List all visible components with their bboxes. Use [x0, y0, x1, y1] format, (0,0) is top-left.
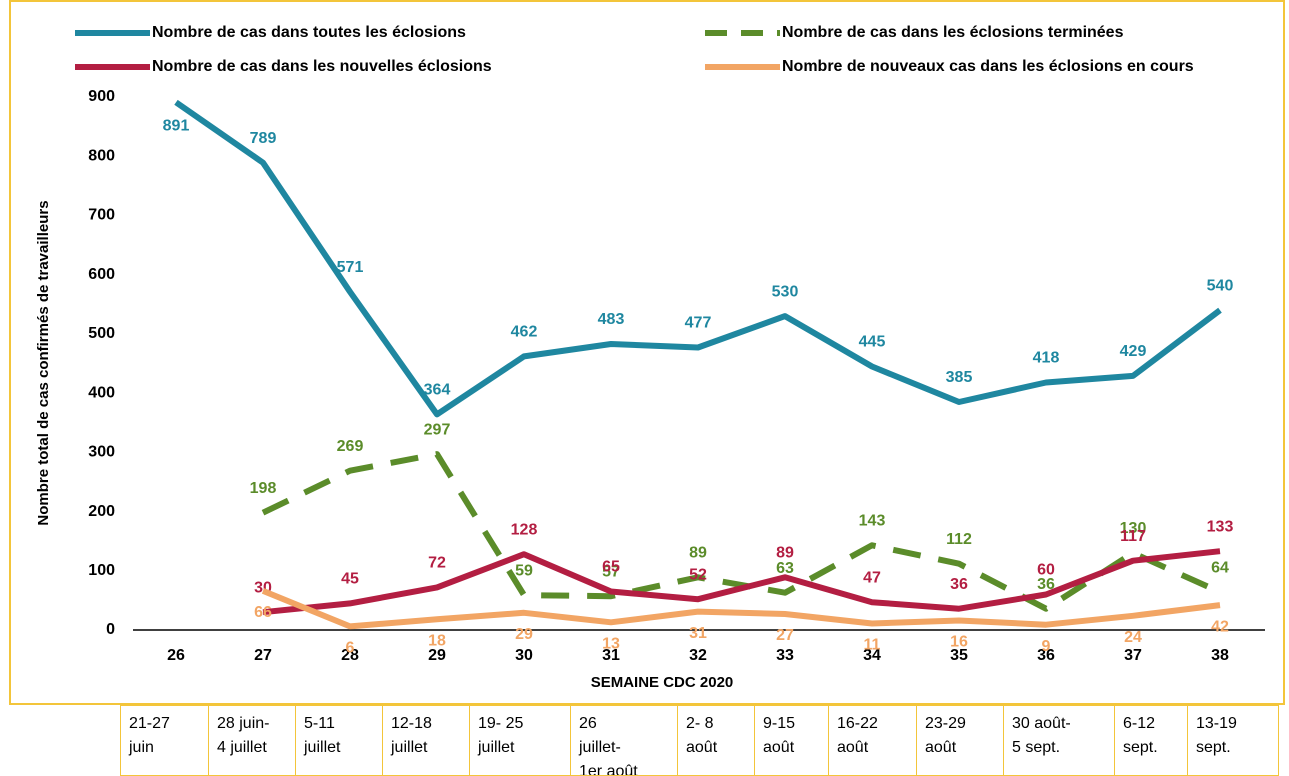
data-label: 891	[163, 118, 190, 135]
date-cell: 13-19 sept.	[1187, 705, 1279, 776]
data-label: 66	[254, 604, 272, 621]
y-tick-label: 600	[88, 266, 115, 283]
data-label: 571	[337, 259, 364, 276]
data-label: 385	[946, 369, 973, 386]
data-label: 530	[772, 283, 799, 300]
data-label: 36	[1037, 576, 1055, 593]
data-label: 130	[1120, 520, 1147, 537]
data-label: 112	[946, 531, 972, 548]
data-label: 27	[776, 627, 794, 644]
data-label: 65	[602, 559, 620, 576]
data-label: 89	[689, 545, 707, 562]
x-tick-label: 36	[1037, 647, 1055, 664]
data-label: 198	[250, 480, 277, 497]
data-label: 13	[602, 636, 620, 653]
data-label: 11	[864, 637, 881, 654]
date-cell: 30 août- 5 sept.	[1003, 705, 1114, 776]
data-label: 63	[776, 560, 794, 577]
data-label: 540	[1207, 277, 1234, 294]
data-label: 36	[950, 576, 968, 593]
data-label: 59	[515, 562, 533, 579]
date-cell: 28 juin- 4 juillet	[208, 705, 295, 776]
data-label: 47	[863, 569, 881, 586]
data-label: 483	[598, 311, 625, 328]
x-tick-label: 35	[950, 647, 968, 664]
x-tick-label: 29	[428, 647, 446, 664]
data-label: 9	[1042, 638, 1051, 655]
y-tick-label: 200	[88, 503, 115, 520]
x-tick-label: 33	[776, 647, 794, 664]
date-cell: 2- 8 août	[677, 705, 754, 776]
chart: SEMAINE CDC 2020 Nombre total de cas con…	[9, 0, 1285, 705]
data-label: 133	[1207, 518, 1234, 535]
legend-label: Nombre de cas dans les nouvelles éclosio…	[152, 58, 492, 75]
data-label: 117	[1120, 528, 1146, 545]
data-label: 60	[1037, 562, 1055, 579]
legend-label: Nombre de nouveaux cas dans les éclosion…	[782, 58, 1194, 75]
series-line	[261, 588, 1221, 630]
data-label: 789	[250, 130, 277, 147]
y-tick-label: 800	[88, 147, 115, 164]
y-tick-label: 500	[88, 325, 115, 342]
date-cell: 5-11 juillet	[295, 705, 382, 776]
data-label: 269	[337, 438, 364, 455]
x-tick-label: 37	[1124, 647, 1142, 664]
data-label: 18	[428, 633, 446, 650]
data-label: 6	[346, 640, 355, 657]
data-label: 29	[515, 626, 533, 643]
x-tick-label: 32	[689, 647, 707, 664]
data-label: 429	[1120, 343, 1147, 360]
date-cell: 16-22 août	[828, 705, 916, 776]
x-axis-title: SEMAINE CDC 2020	[591, 674, 734, 691]
x-tick-label: 31	[602, 647, 620, 664]
y-tick-label: 700	[88, 207, 115, 224]
y-tick-label: 400	[88, 384, 115, 401]
x-tick-label: 30	[515, 647, 533, 664]
date-cell: 12-18 juillet	[382, 705, 469, 776]
y-tick-label: 900	[88, 88, 115, 105]
data-label: 16	[950, 634, 968, 651]
legend-label: Nombre de cas dans toutes les éclosions	[152, 24, 466, 41]
y-tick-label: 0	[106, 621, 115, 638]
x-tick-label: 27	[254, 647, 272, 664]
series-line	[262, 548, 1221, 616]
legend-label: Nombre de cas dans les éclosions terminé…	[782, 24, 1124, 41]
x-tick-label: 28	[341, 647, 359, 664]
y-tick-label: 100	[88, 562, 115, 579]
data-label: 64	[1211, 559, 1229, 576]
date-cell: 21-27 juin	[120, 705, 208, 776]
data-label: 143	[859, 513, 886, 530]
data-label: 45	[341, 571, 359, 588]
series-line	[174, 99, 1222, 418]
data-label: 89	[776, 545, 794, 562]
date-cell: 6-12 sept.	[1114, 705, 1187, 776]
data-label: 42	[1211, 618, 1229, 635]
x-tick-label: 34	[863, 647, 881, 664]
y-axis-title: Nombre total de cas confirmés de travail…	[35, 200, 52, 525]
data-label: 72	[428, 555, 446, 572]
date-cell: 19- 25 juillet	[469, 705, 570, 776]
data-label: 418	[1033, 350, 1060, 367]
y-tick-label: 300	[88, 444, 115, 461]
chart-frame	[9, 0, 1285, 705]
series-line	[261, 451, 1222, 612]
data-label: 128	[511, 521, 538, 538]
x-tick-label: 26	[167, 647, 185, 664]
data-label: 31	[689, 625, 707, 642]
data-label: 57	[602, 563, 620, 580]
data-label: 445	[859, 334, 886, 351]
date-cell: 26 juillet- 1er août	[570, 705, 677, 776]
data-label: 462	[511, 324, 538, 341]
data-label: 297	[424, 421, 451, 438]
date-cell: 9-15 août	[754, 705, 828, 776]
data-label: 364	[424, 382, 451, 399]
x-tick-label: 38	[1211, 647, 1229, 664]
data-label: 52	[689, 566, 707, 583]
data-label: 477	[685, 315, 712, 332]
date-cell: 23-29 août	[916, 705, 1003, 776]
data-label: 24	[1124, 629, 1142, 646]
